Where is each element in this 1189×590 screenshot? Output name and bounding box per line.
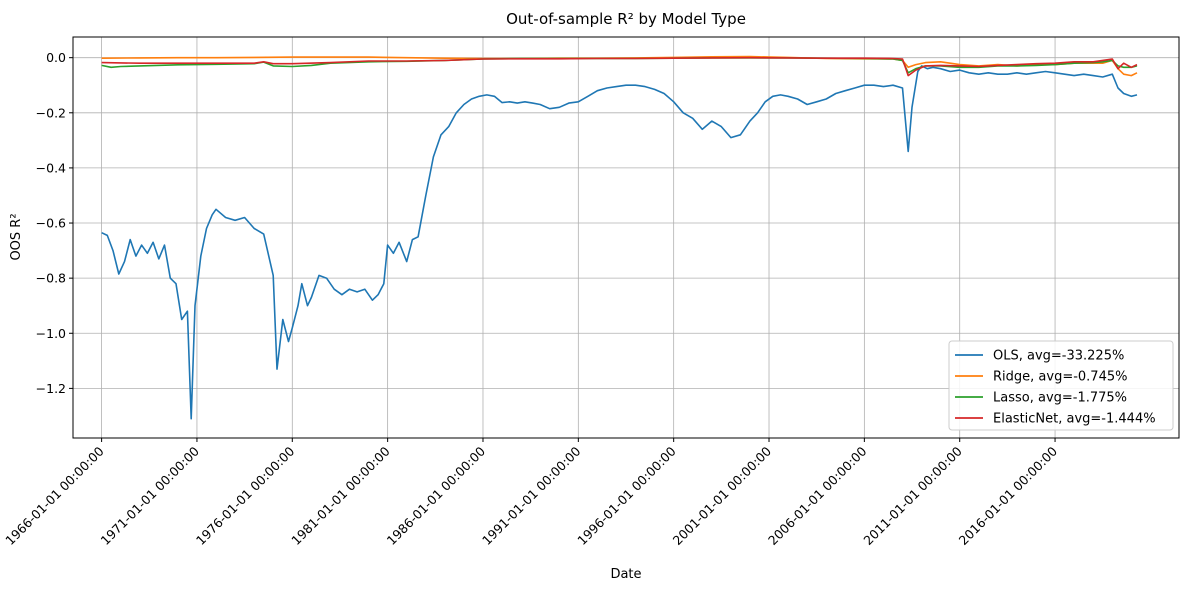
y-axis-label: OOS R² (9, 213, 24, 260)
legend: OLS, avg=-33.225% Ridge, avg=-0.745% Lasso… (948, 340, 1174, 431)
chart-title: Out-of-sample R² by Model Type (506, 10, 746, 28)
series-layer (101, 55, 1138, 420)
y-tick-label: −0.6 (36, 216, 66, 231)
y-tick-label: 0.0 (46, 50, 66, 65)
legend-label-ols: OLS, avg=-33.225% (993, 349, 1124, 364)
legend-box (948, 340, 1174, 431)
series-line-ols (101, 65, 1138, 420)
y-tick-label: −0.8 (36, 271, 66, 286)
y-tick-label: −1.0 (36, 326, 66, 341)
legend-items: OLS, avg=-33.225% Ridge, avg=-0.745% Lasso… (955, 349, 1156, 427)
legend-label-ridge: Ridge, avg=-0.745% (993, 370, 1127, 385)
series-line-elasticnet (101, 56, 1138, 77)
legend-label-elasticnet: ElasticNet, avg=-1.444% (993, 412, 1156, 427)
y-tick-label: −0.2 (36, 105, 66, 120)
x-axis-label: Date (610, 567, 641, 582)
legend-label-lasso: Lasso, avg=-1.775% (993, 391, 1127, 406)
y-tick-label: −0.4 (36, 160, 66, 175)
plot-frame (72, 36, 1180, 439)
y-tick-label: −1.2 (36, 381, 66, 396)
